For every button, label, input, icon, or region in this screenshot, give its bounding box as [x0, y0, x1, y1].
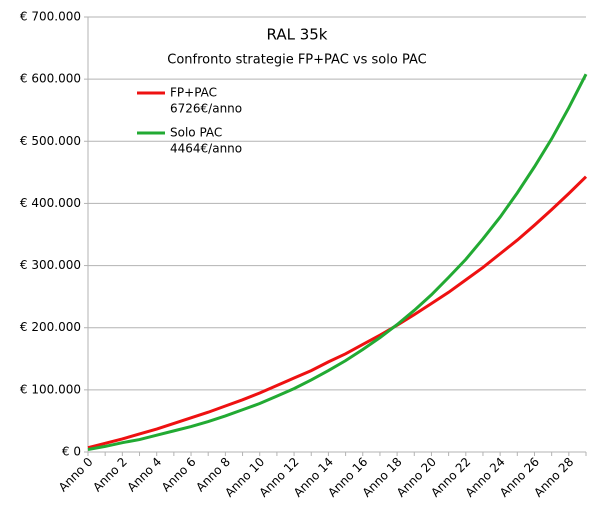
y-tick-label: € 300.000 [20, 258, 81, 272]
y-tick-label: € 0 [62, 445, 81, 459]
y-tick-label: € 400.000 [20, 196, 81, 210]
x-tick-label: Anno 0 [56, 455, 96, 495]
x-tick-label: Anno 2 [90, 455, 130, 495]
legend-note: 4464€/anno [170, 142, 242, 156]
y-tick-label: € 600.000 [20, 72, 81, 86]
y-tick-label: € 700.000 [20, 10, 81, 24]
x-tick-label: Anno 4 [125, 455, 165, 495]
chart-subtitle: Confronto strategie FP+PAC vs solo PAC [167, 53, 426, 68]
chart-title: RAL 35k [267, 26, 328, 44]
legend-label: Solo PAC [170, 126, 222, 140]
legend-label: FP+PAC [170, 86, 217, 100]
series-line [87, 175, 588, 450]
series-line [87, 73, 588, 451]
legend-note: 6726€/anno [170, 102, 242, 116]
y-tick-label: € 200.000 [20, 320, 81, 334]
y-tick-label: € 500.000 [20, 134, 81, 148]
y-tick-label: € 100.000 [20, 382, 81, 396]
x-tick-label: Anno 6 [159, 455, 199, 495]
